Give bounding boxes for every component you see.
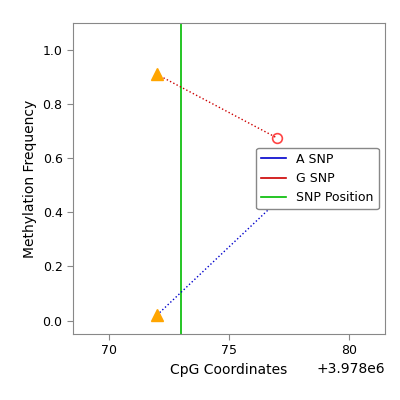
X-axis label: CpG Coordinates: CpG Coordinates: [170, 363, 288, 377]
Legend: A SNP, G SNP, SNP Position: A SNP, G SNP, SNP Position: [256, 148, 379, 209]
Y-axis label: Methylation Frequency: Methylation Frequency: [23, 99, 37, 258]
